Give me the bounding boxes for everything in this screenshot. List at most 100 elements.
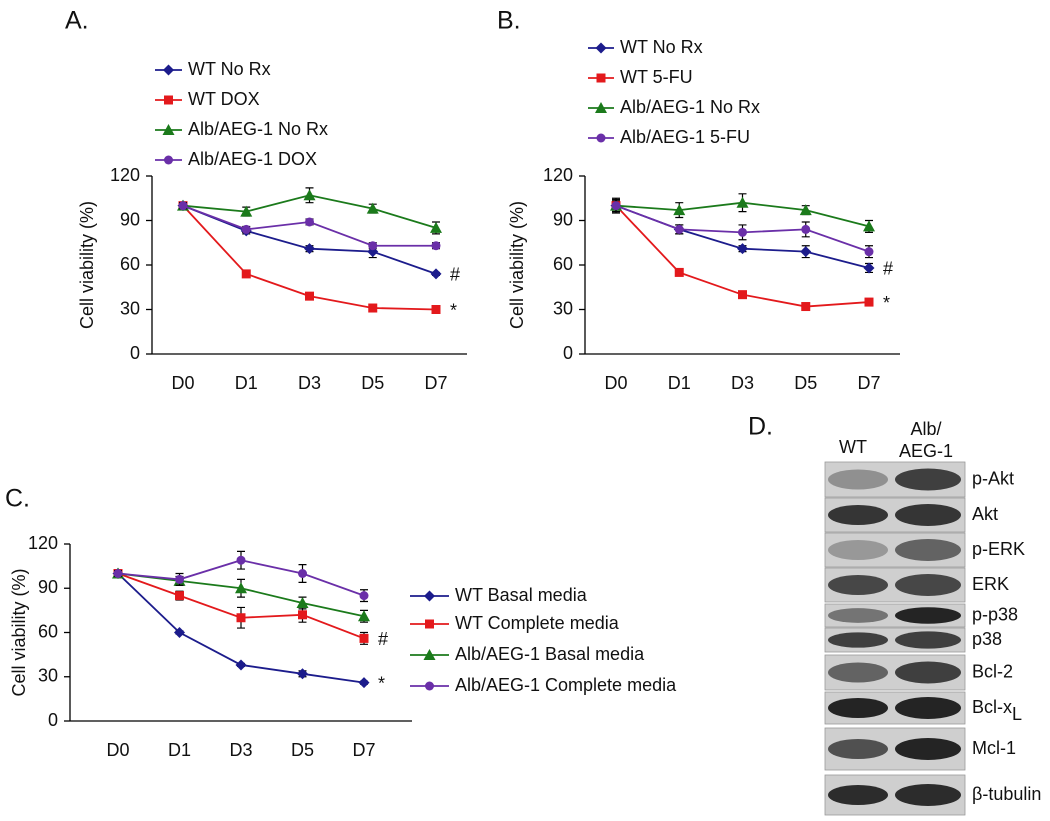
annotation: # (883, 259, 893, 279)
legend-label: WT Basal media (455, 585, 588, 605)
lane-label: WT (839, 437, 867, 457)
marker (801, 302, 811, 312)
marker (358, 677, 370, 689)
panel-label: D. (748, 413, 773, 441)
y-tick-label: 30 (38, 666, 58, 686)
protein-label: p38 (972, 629, 1002, 649)
marker (424, 590, 435, 602)
blot-band (828, 785, 888, 805)
y-tick-label: 60 (553, 254, 573, 274)
panel-label: A. (65, 7, 89, 35)
y-tick-label: 60 (120, 254, 140, 274)
protein-label: p-Akt (972, 468, 1014, 488)
marker (800, 246, 812, 258)
blot-band (828, 698, 888, 718)
protein-label: Bcl-2 (972, 661, 1013, 681)
marker (801, 224, 811, 234)
legend-label: WT Complete media (455, 613, 620, 633)
blot-band (895, 539, 961, 561)
x-tick-label: D5 (361, 373, 384, 393)
legend-label: WT No Rx (188, 59, 271, 79)
x-tick-label: D1 (235, 373, 258, 393)
blot-band (895, 784, 961, 806)
marker (304, 243, 315, 255)
protein-label-sub: L (1012, 704, 1022, 724)
blot-band (828, 540, 888, 560)
y-tick-label: 120 (543, 165, 573, 185)
blot-band (828, 575, 888, 595)
x-tick-label: D5 (291, 740, 314, 760)
marker (298, 610, 307, 620)
blot-band (828, 505, 888, 525)
blot-band (895, 607, 961, 624)
x-tick-label: D5 (794, 373, 817, 393)
lane-label: Alb/ (910, 419, 941, 439)
marker (738, 290, 747, 300)
marker (366, 202, 379, 214)
y-tick-label: 90 (120, 209, 140, 229)
annotation: # (378, 629, 388, 649)
marker (736, 196, 749, 208)
blot-band (828, 662, 888, 683)
marker (799, 204, 812, 216)
blot-band (895, 504, 961, 526)
y-axis-title: Cell viability (%) (9, 568, 29, 696)
marker (863, 220, 875, 232)
x-tick-label: D7 (857, 373, 880, 393)
marker (863, 262, 875, 274)
protein-label: Bcl-x (972, 697, 1012, 717)
y-tick-label: 0 (563, 343, 573, 363)
annotation: * (450, 300, 457, 320)
x-tick-label: D0 (604, 373, 627, 393)
x-tick-label: D7 (424, 373, 447, 393)
legend-label: Alb/AEG-1 No Rx (620, 97, 760, 117)
marker (430, 268, 442, 280)
marker (241, 224, 251, 234)
blot-band (895, 468, 961, 491)
legend-label: WT 5-FU (620, 67, 693, 87)
marker (236, 613, 246, 623)
blot-band (828, 469, 888, 490)
marker (423, 649, 436, 660)
y-axis-title: Cell viability (%) (77, 201, 97, 329)
marker (296, 597, 309, 608)
blot-band (895, 661, 961, 684)
legend-label: Alb/AEG-1 DOX (188, 149, 317, 169)
marker (595, 42, 607, 54)
marker (737, 243, 748, 255)
x-tick-label: D3 (731, 373, 754, 393)
legend-label: Alb/AEG-1 Complete media (455, 675, 677, 695)
marker (164, 95, 173, 105)
marker (235, 582, 247, 594)
legend-label: WT No Rx (620, 37, 703, 57)
protein-label: Mcl-1 (972, 738, 1016, 758)
marker (164, 155, 173, 165)
annotation: # (450, 265, 460, 285)
annotation: * (883, 293, 890, 313)
panel-label: C. (5, 485, 30, 513)
blot-band (895, 631, 961, 649)
y-tick-label: 90 (553, 209, 573, 229)
marker (305, 291, 314, 301)
legend-label: WT DOX (188, 89, 260, 109)
marker (162, 124, 175, 135)
blot-band (895, 738, 961, 760)
x-tick-label: D7 (352, 740, 375, 760)
y-tick-label: 0 (48, 710, 58, 730)
marker (235, 659, 247, 671)
marker (864, 247, 874, 257)
x-tick-label: D1 (668, 373, 691, 393)
y-tick-label: 120 (110, 165, 140, 185)
y-tick-label: 90 (38, 577, 58, 597)
marker (163, 64, 174, 76)
protein-label: ERK (972, 574, 1009, 594)
marker (431, 305, 441, 314)
x-tick-label: D1 (168, 740, 191, 760)
legend-label: Alb/AEG-1 No Rx (188, 119, 328, 139)
blot-band (895, 574, 961, 596)
x-tick-label: D3 (298, 373, 321, 393)
legend-label: Alb/AEG-1 5-FU (620, 127, 750, 147)
marker (595, 102, 607, 113)
